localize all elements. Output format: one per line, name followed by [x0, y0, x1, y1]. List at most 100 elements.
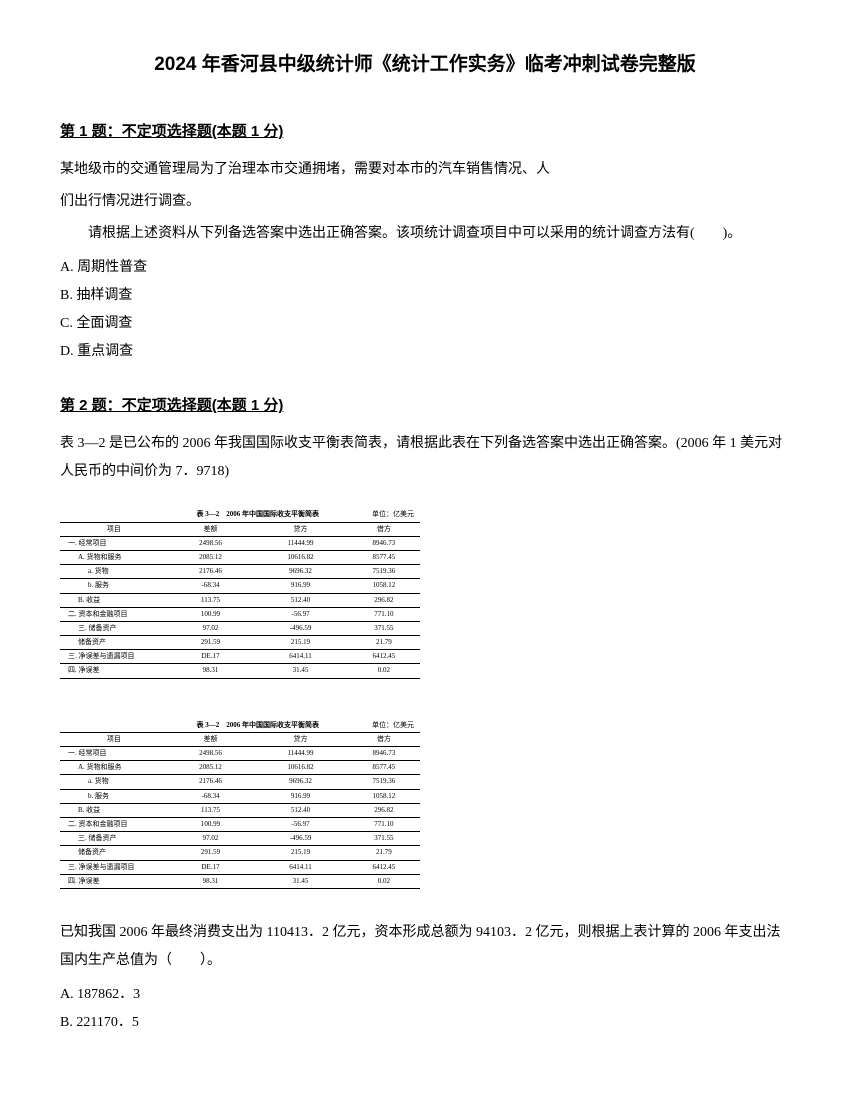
q2-options: A. 187862．3 B. 221170．5	[60, 981, 790, 1037]
row-c1: 98.31	[168, 664, 254, 678]
row-label: 三. 净误差与遗漏项目	[60, 860, 168, 874]
row-c2: 10616.82	[253, 761, 347, 775]
table-row: 三. 净误差与遗漏项目DE.176414.116412.45	[60, 860, 420, 874]
row-label: 三. 储备资产	[60, 621, 168, 635]
row-label: 三. 净误差与遗漏项目	[60, 650, 168, 664]
q1-header-prefix: 第 1 题：	[60, 123, 122, 140]
row-c1: 2498.56	[168, 747, 254, 761]
row-c3: 296.82	[348, 803, 420, 817]
q2-post: 已知我国 2006 年最终消费支出为 110413．2 亿元，资本形成总额为 9…	[60, 919, 790, 975]
row-c3: 1058.12	[348, 579, 420, 593]
row-c1: 100.99	[168, 817, 254, 831]
table-row: B. 收益113.75512.40296.82	[60, 593, 420, 607]
row-c3: 8946.73	[348, 747, 420, 761]
q1-line2: 们出行情况进行调查。	[60, 188, 790, 216]
row-label: b. 服务	[60, 789, 168, 803]
row-c2: 31.45	[253, 664, 347, 678]
row-c2: 10616.82	[253, 550, 347, 564]
table-row: 储备资产291.59215.1921.79	[60, 636, 420, 650]
row-c1: 2176.46	[168, 565, 254, 579]
row-c1: 2498.56	[168, 536, 254, 550]
row-c2: 215.19	[253, 846, 347, 860]
row-c3: 771.10	[348, 817, 420, 831]
q2-header-type: 不定项选择题(本题 1 分)	[122, 397, 284, 414]
row-label: B. 收益	[60, 593, 168, 607]
table1-unit: 单位：亿美元	[348, 508, 420, 522]
row-c1: 97.02	[168, 621, 254, 635]
row-c2: -56.97	[253, 607, 347, 621]
row-c2: 6414.11	[253, 650, 347, 664]
table-row: a. 货物2176.469696.327519.36	[60, 775, 420, 789]
q1-option-c: C. 全面调查	[60, 310, 790, 338]
row-label: a. 货物	[60, 565, 168, 579]
table-row: 储备资产291.59215.1921.79	[60, 846, 420, 860]
row-label: A. 货物和服务	[60, 550, 168, 564]
table-row: b. 服务-68.34916.991058.12	[60, 579, 420, 593]
row-c1: 113.75	[168, 803, 254, 817]
table-row: A. 货物和服务2085.1210616.828577.45	[60, 550, 420, 564]
row-c1: -68.34	[168, 579, 254, 593]
q2-option-b: B. 221170．5	[60, 1009, 790, 1037]
table-row: A. 货物和服务2085.1210616.828577.45	[60, 761, 420, 775]
table-row: 一. 经常项目2498.5611444.998946.73	[60, 747, 420, 761]
table-row: 四. 净误差98.3131.450.02	[60, 664, 420, 678]
row-label: 二. 资本和金融项目	[60, 607, 168, 621]
q2-intro: 表 3—2 是已公布的 2006 年我国国际收支平衡表简表，请根据此表在下列备选…	[60, 430, 790, 486]
row-label: 四. 净误差	[60, 874, 168, 888]
row-c1: DE.17	[168, 650, 254, 664]
row-c1: -68.34	[168, 789, 254, 803]
row-c3: 0.02	[348, 874, 420, 888]
row-c2: 9696.32	[253, 565, 347, 579]
table2-unit: 单位：亿美元	[348, 719, 420, 733]
row-c2: 512.40	[253, 593, 347, 607]
row-c1: 2085.12	[168, 550, 254, 564]
row-c2: -496.59	[253, 832, 347, 846]
row-c1: 2176.46	[168, 775, 254, 789]
row-c2: 215.19	[253, 636, 347, 650]
q1-header: 第 1 题：不定项选择题(本题 1 分)	[60, 120, 790, 144]
page-title: 2024 年香河县中级统计师《统计工作实务》临考冲刺试卷完整版	[60, 50, 790, 80]
row-label: 二. 资本和金融项目	[60, 817, 168, 831]
table2-caption: 表 3—2 2006 年中国国际收支平衡简表	[168, 719, 348, 733]
balance-table-2: 表 3—2 2006 年中国国际收支平衡简表 单位：亿美元 项目 差额 贷方 借…	[60, 719, 420, 889]
row-c3: 371.55	[348, 621, 420, 635]
row-c3: 7519.36	[348, 565, 420, 579]
row-c3: 0.02	[348, 664, 420, 678]
row-label: B. 收益	[60, 803, 168, 817]
row-c3: 8577.45	[348, 550, 420, 564]
row-label: 一. 经常项目	[60, 536, 168, 550]
table-row: 一. 经常项目2498.5611444.998946.73	[60, 536, 420, 550]
row-label: b. 服务	[60, 579, 168, 593]
q1-option-d: D. 重点调查	[60, 338, 790, 366]
row-c3: 296.82	[348, 593, 420, 607]
row-c2: 512.40	[253, 803, 347, 817]
row-c1: 98.31	[168, 874, 254, 888]
q1-options: A. 周期性普查 B. 抽样调查 C. 全面调查 D. 重点调查	[60, 254, 790, 366]
row-label: 储备资产	[60, 846, 168, 860]
row-c2: 31.45	[253, 874, 347, 888]
row-c3: 8577.45	[348, 761, 420, 775]
row-c1: 113.75	[168, 593, 254, 607]
q1-option-b: B. 抽样调查	[60, 282, 790, 310]
table-row: b. 服务-68.34916.991058.12	[60, 789, 420, 803]
table1-h0: 项目	[60, 522, 168, 536]
table-row: 三. 储备资产97.02-496.59371.55	[60, 621, 420, 635]
q1-option-a: A. 周期性普查	[60, 254, 790, 282]
row-c3: 21.79	[348, 636, 420, 650]
table-row: 二. 资本和金融项目100.99-56.97771.10	[60, 607, 420, 621]
row-c1: 2085.12	[168, 761, 254, 775]
row-label: 四. 净误差	[60, 664, 168, 678]
row-c1: 291.59	[168, 846, 254, 860]
row-label: 储备资产	[60, 636, 168, 650]
row-c3: 7519.36	[348, 775, 420, 789]
row-c1: 97.02	[168, 832, 254, 846]
row-c2: 11444.99	[253, 536, 347, 550]
row-c3: 6412.45	[348, 860, 420, 874]
table1-caption: 表 3—2 2006 年中国国际收支平衡简表	[168, 508, 348, 522]
table2-h2: 贷方	[253, 732, 347, 746]
q2-table-1: 表 3—2 2006 年中国国际收支平衡简表 单位：亿美元 项目 差额 贷方 借…	[60, 508, 790, 678]
table-row: 三. 储备资产97.02-496.59371.55	[60, 832, 420, 846]
table2-h0: 项目	[60, 732, 168, 746]
table1-h2: 贷方	[253, 522, 347, 536]
table-row: 二. 资本和金融项目100.99-56.97771.10	[60, 817, 420, 831]
